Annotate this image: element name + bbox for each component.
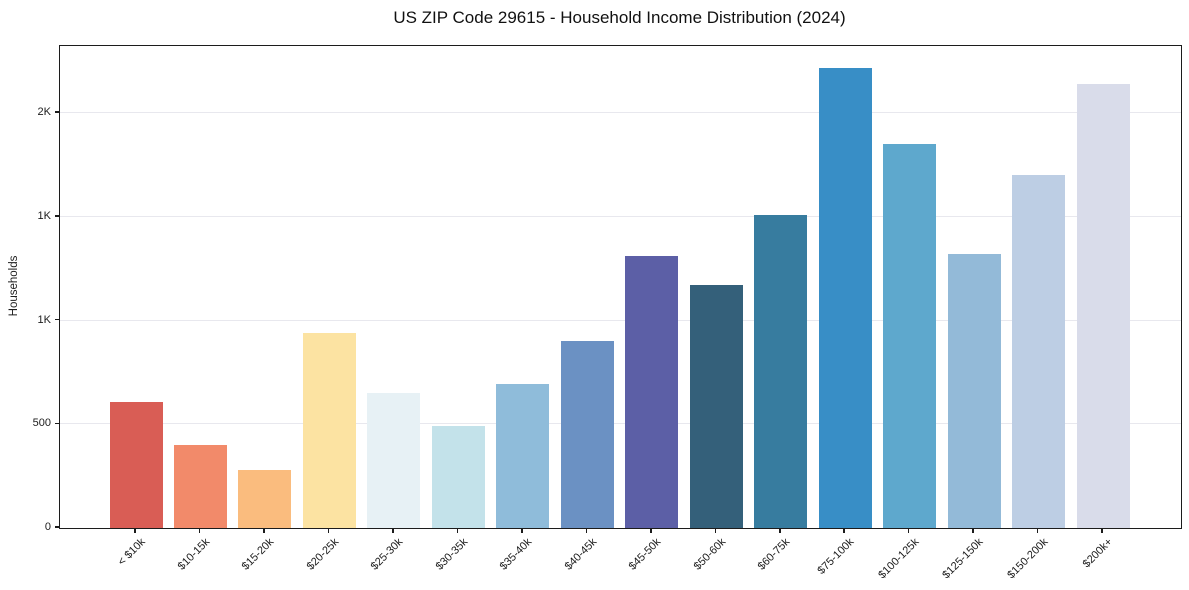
bar (1012, 175, 1066, 528)
x-tick-mark (134, 528, 136, 533)
x-tick-label: $200k+ (1080, 536, 1115, 571)
y-tick-label: 500 (32, 417, 51, 430)
x-tick-mark (843, 528, 845, 533)
x-tick-mark (779, 528, 781, 533)
y-tick-mark (54, 318, 59, 321)
x-tick-mark (585, 528, 588, 533)
bar (689, 285, 743, 528)
x-tick-mark (907, 528, 910, 533)
bar (302, 332, 356, 528)
x-tick-label: $50-60k (691, 536, 728, 573)
bar (238, 469, 292, 528)
plot-area (59, 45, 1182, 529)
gridline (60, 423, 1181, 425)
bar (754, 214, 808, 528)
y-tick-mark (54, 526, 59, 528)
bar (947, 254, 1001, 528)
bar (625, 256, 679, 528)
x-tick-mark (714, 528, 717, 533)
bar (109, 402, 163, 528)
x-tick-label: $45-50k (626, 536, 664, 573)
x-tick-mark (1101, 528, 1103, 533)
x-tick-label: $125-150k (940, 536, 986, 582)
x-tick-mark (198, 528, 201, 533)
gridline (60, 319, 1181, 321)
x-tick-mark (392, 528, 394, 533)
y-axis-title: Households (8, 255, 20, 317)
x-tick-label: $35-40k (497, 536, 535, 573)
y-tick-label: 1K (37, 209, 51, 222)
bar (883, 144, 937, 528)
x-tick-mark (1036, 528, 1039, 533)
x-tick-mark (263, 528, 265, 533)
x-tick-label: $25-30k (368, 536, 406, 573)
bar (1076, 83, 1130, 528)
bar (173, 445, 227, 528)
x-tick-mark (521, 528, 523, 533)
chart-title: US ZIP Code 29615 - Household Income Dis… (393, 8, 846, 27)
x-tick-label: $10-15k (175, 536, 212, 573)
x-tick-label: $15-20k (239, 536, 277, 573)
gridline (60, 112, 1181, 114)
y-tick-label: 1K (37, 313, 51, 326)
bar (431, 426, 485, 528)
gridline (60, 215, 1181, 217)
x-tick-label: $30-35k (433, 536, 470, 573)
bar (818, 68, 872, 528)
x-tick-mark (456, 528, 459, 533)
x-tick-label: $100-125k (875, 536, 922, 582)
y-tick-mark (54, 422, 59, 424)
bar (367, 393, 421, 528)
x-tick-mark (327, 528, 330, 533)
x-tick-label: $20-25k (304, 536, 341, 573)
x-tick-label: < $10k (115, 536, 148, 569)
x-tick-mark (650, 528, 652, 533)
bar (496, 383, 550, 528)
y-tick-label: 2K (37, 106, 51, 119)
x-tick-label: $60-75k (755, 536, 793, 573)
y-tick-mark (54, 215, 59, 217)
y-tick-label: 0 (44, 521, 51, 533)
x-tick-mark (972, 528, 974, 533)
x-tick-label: $150-200k (1004, 536, 1051, 582)
bar (560, 341, 614, 528)
x-tick-label: $40-45k (562, 536, 599, 573)
x-tick-label: $75-100k (815, 536, 857, 577)
y-tick-mark (54, 111, 59, 113)
